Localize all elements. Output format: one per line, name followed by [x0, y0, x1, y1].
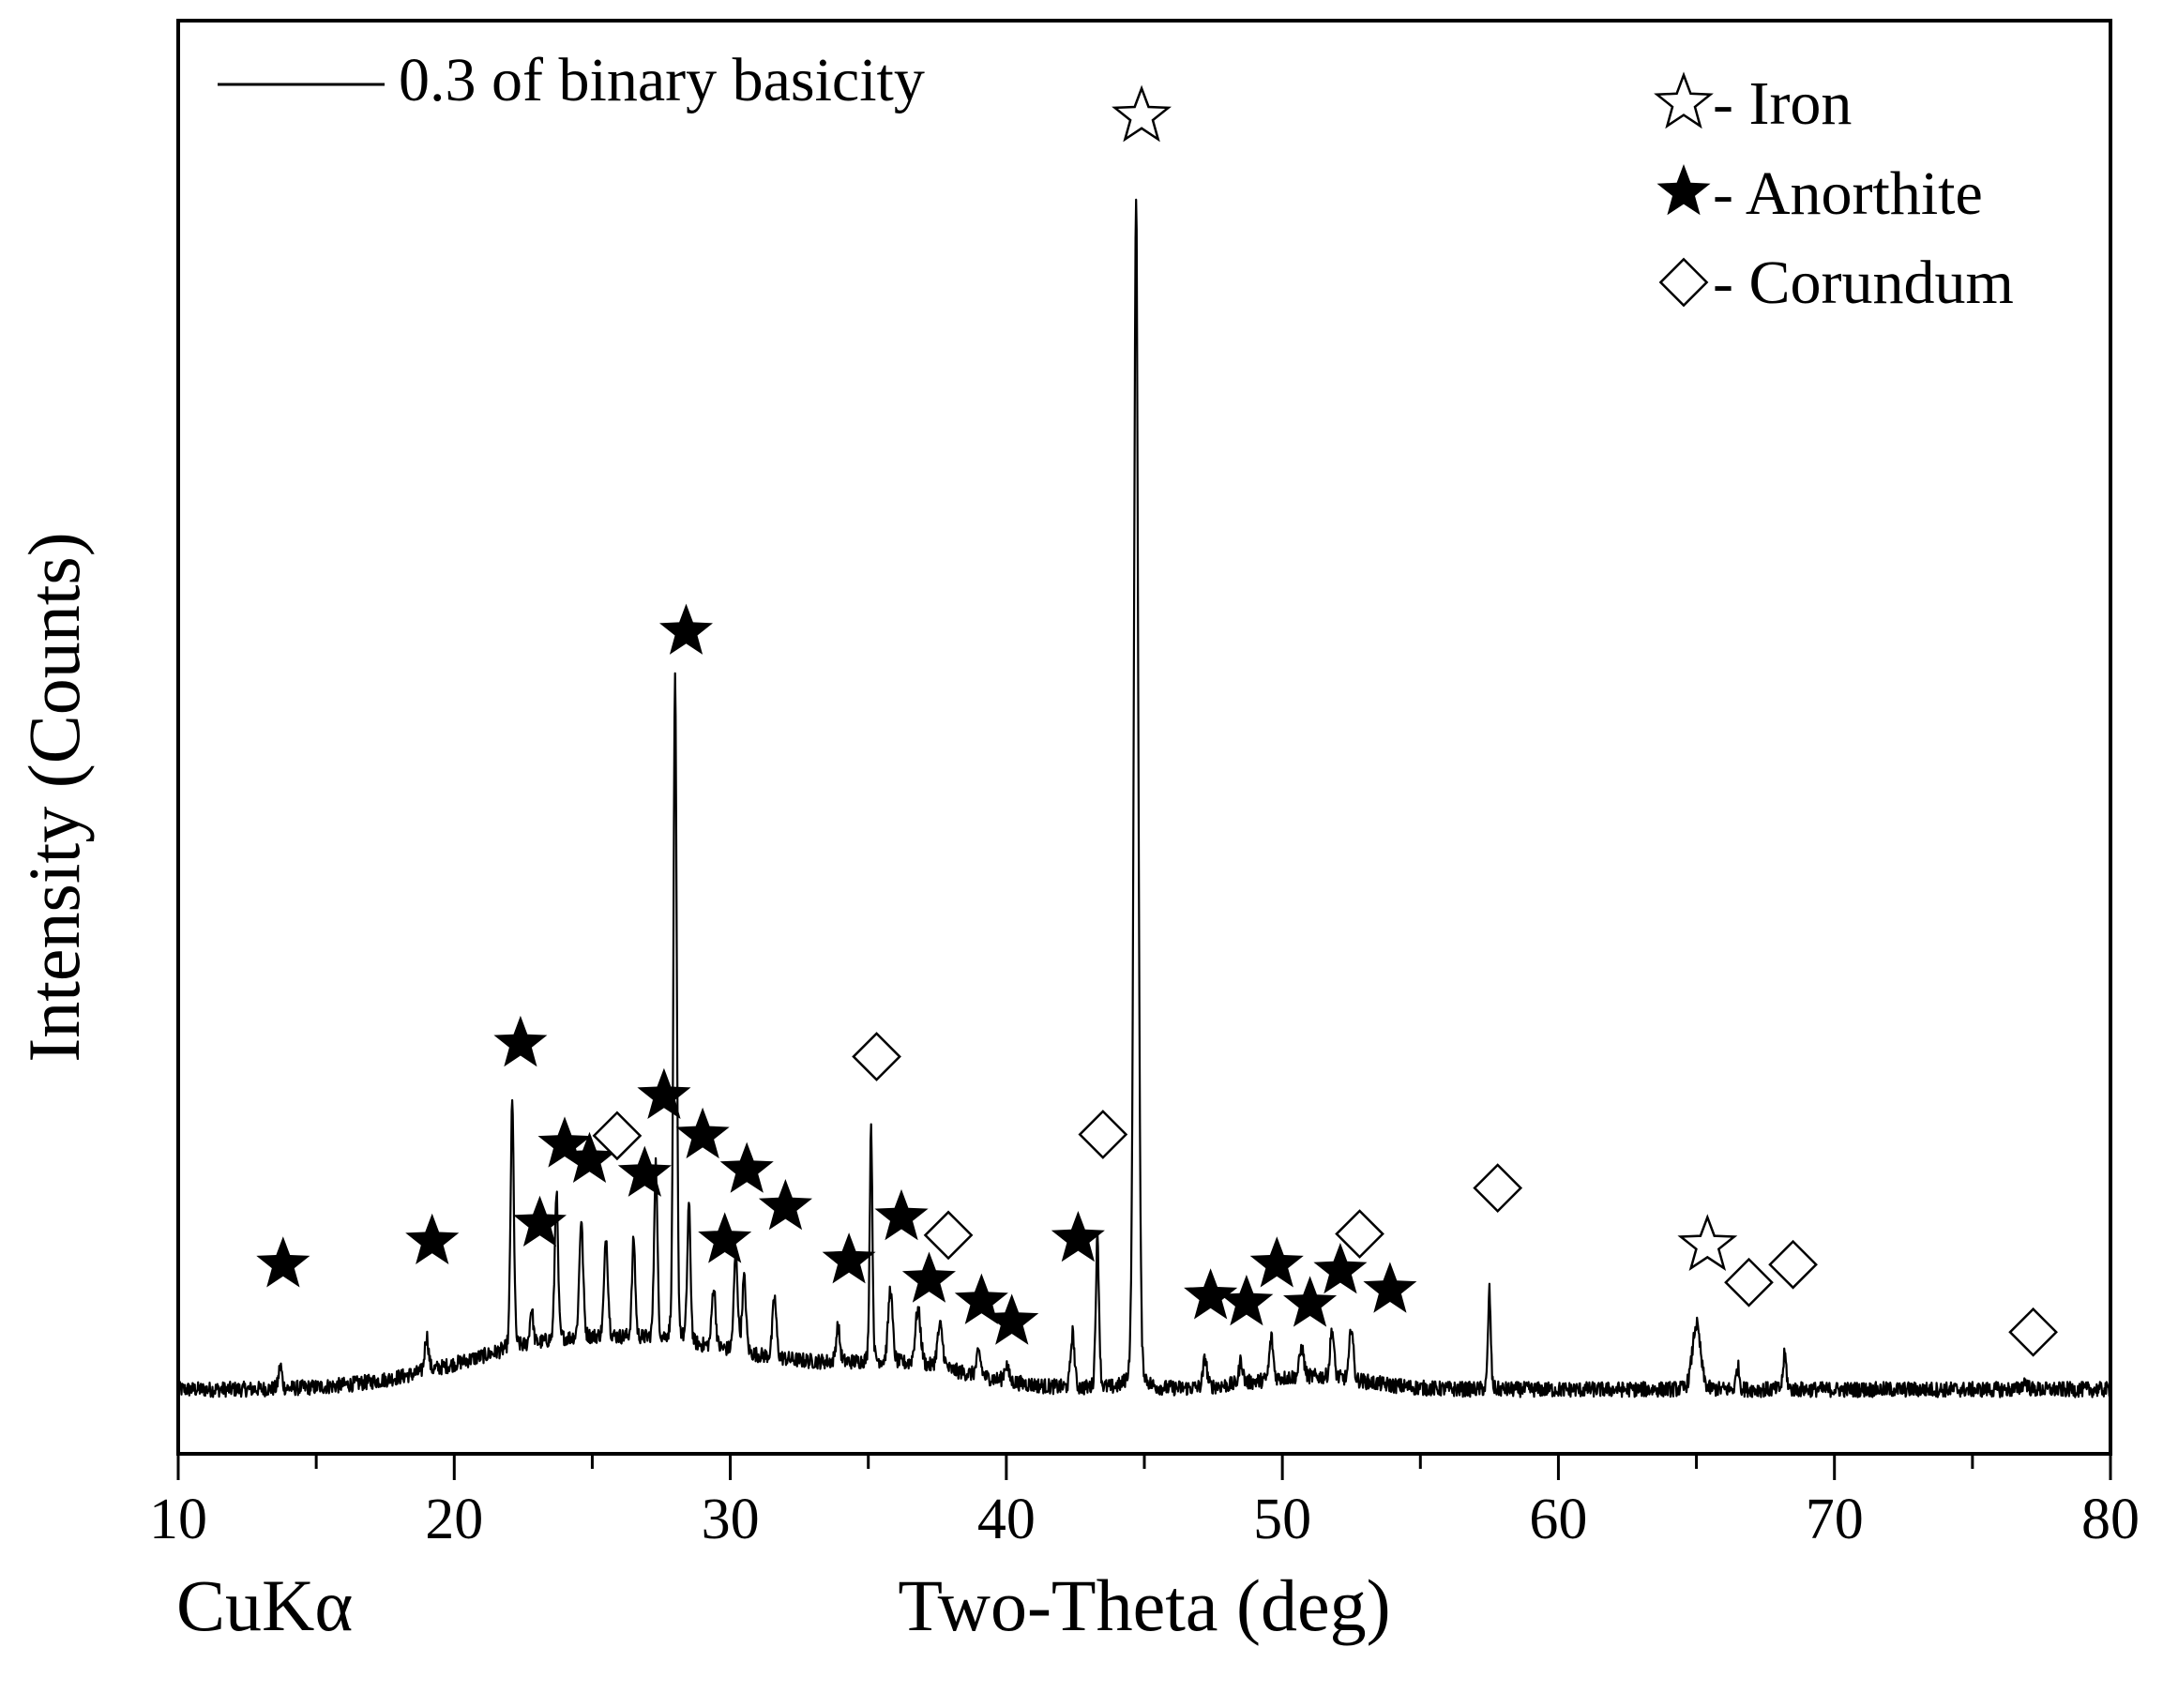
anorthite-star-marker: [659, 603, 713, 655]
corundum-diamond-marker: [1768, 1239, 1818, 1290]
plot-frame: [176, 19, 2112, 1456]
x-tick-label: 40: [977, 1488, 1036, 1551]
x-tick-label: 60: [1529, 1488, 1587, 1551]
legend-anorthite-symbol: [1656, 164, 1711, 216]
x-tick-label: 10: [149, 1488, 207, 1551]
x-tick-label: 20: [425, 1488, 483, 1551]
anorthite-star-marker: [901, 1251, 956, 1303]
x-axis-label: Two-Theta (deg): [898, 1564, 1390, 1646]
anorthite-star-marker: [1051, 1211, 1105, 1262]
corundum-diamond-marker: [1078, 1110, 1128, 1159]
x-tick-label: 30: [702, 1488, 760, 1551]
anorthite-star-marker: [1249, 1236, 1304, 1288]
legend-corundum-diamond-icon: [1658, 257, 1709, 308]
corundum-diamond-marker: [592, 1111, 643, 1161]
anorthite-star-marker: [637, 1067, 691, 1119]
series-legend: 0.3 of binary basicity: [218, 46, 925, 114]
anorthite-star-marker: [617, 1145, 672, 1197]
iron-star-marker: [1112, 84, 1172, 143]
anorthite-star-marker: [985, 1293, 1039, 1345]
corundum-diamond-marker: [852, 1032, 901, 1081]
x-axis-ticks: [176, 1454, 2112, 1480]
anorthite-star-marker: [719, 1141, 774, 1193]
anorthite-star-marker: [1283, 1276, 1338, 1327]
corundum-diamond-marker: [1724, 1257, 1774, 1307]
anorthite-star-marker: [758, 1179, 812, 1231]
anorthite-star-marker: [256, 1236, 310, 1288]
anorthite-star-marker: [537, 1116, 592, 1168]
anorthite-star-marker: [1219, 1275, 1274, 1326]
phase-markers: [256, 84, 2058, 1357]
legend-iron-symbol: [1654, 71, 1714, 129]
x-tick-label: 70: [1806, 1488, 1864, 1551]
phase-legend: - Iron - Anorthite - Corundum: [1654, 69, 2014, 317]
legend-iron-label: - Iron: [1713, 69, 1852, 138]
x-axis-tick-labels: 10 20 30 40 50 60 70 80: [149, 1488, 2140, 1551]
iron-star-marker: [1677, 1214, 1738, 1272]
legend-iron-star-icon: [1654, 71, 1714, 129]
x-tick-label: 50: [1253, 1488, 1311, 1551]
anorthite-star-marker: [874, 1188, 929, 1241]
x-tick-label: 80: [2081, 1488, 2140, 1551]
anorthite-star-marker: [563, 1131, 616, 1183]
corundum-diamond-marker: [1335, 1209, 1384, 1259]
anorthite-star-marker: [513, 1195, 567, 1247]
radiation-label: CuKα: [176, 1564, 353, 1646]
series-legend-label: 0.3 of binary basicity: [399, 46, 925, 114]
anorthite-star-marker: [1363, 1262, 1417, 1313]
legend-corundum-label: - Corundum: [1713, 249, 2014, 317]
anorthite-star-marker: [405, 1213, 460, 1264]
anorthite-star-marker: [675, 1107, 730, 1159]
anorthite-star-marker: [698, 1212, 752, 1263]
corundum-diamond-marker: [923, 1210, 974, 1261]
anorthite-star-marker: [822, 1232, 876, 1284]
corundum-diamond-marker: [1473, 1163, 1523, 1213]
anorthite-star-marker: [493, 1015, 548, 1067]
anorthite-star-marker: [1313, 1243, 1368, 1294]
legend-anorthite-star-icon: [1656, 164, 1711, 216]
legend-anorthite-label: - Anorthite: [1713, 159, 1983, 228]
anorthite-star-marker: [1184, 1268, 1238, 1320]
series-line: [176, 198, 2112, 1398]
anorthite-star-marker: [954, 1273, 1008, 1324]
corundum-diamond-marker: [2008, 1307, 2058, 1357]
y-axis-label: Intensity (Counts): [13, 532, 95, 1062]
legend-corundum-symbol: [1658, 257, 1709, 308]
